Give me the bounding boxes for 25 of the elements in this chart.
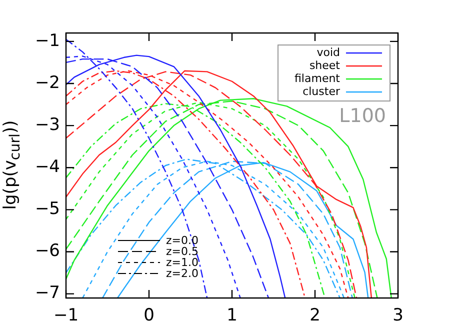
style-key: z=1.0 [118, 255, 198, 269]
style-key: z=0.5 [118, 244, 198, 258]
legend-label: filament [294, 72, 341, 85]
style-key: z=0.0 [118, 233, 198, 247]
annotation: z=0.5 [166, 244, 198, 258]
y-tick-label: −1 [34, 30, 60, 51]
x-tick-label: 0 [144, 306, 154, 326]
style-key: z=2.0 [118, 266, 198, 280]
annotation: z=2.0 [166, 266, 198, 280]
x-tick-label: 1 [226, 306, 238, 326]
y-tick-label: −2 [34, 72, 60, 93]
x-tick-label: −1 [53, 306, 79, 326]
legend-label: cluster [302, 84, 340, 98]
x-tick-label: 3 [392, 306, 404, 326]
y-tick-label: −5 [34, 199, 60, 220]
annotation: L100 [339, 104, 386, 127]
y-tick-label: −7 [34, 283, 60, 304]
y-tick-label: −6 [34, 241, 60, 262]
annotation: z=0.0 [166, 234, 198, 246]
y-tick-label: −4 [34, 157, 60, 178]
x-tick-label: 2 [310, 306, 320, 326]
y-tick-label: −3 [34, 114, 60, 135]
legend-label: sheet [309, 58, 341, 72]
annotation: z=1.0 [166, 256, 198, 268]
legend-label: void [316, 46, 340, 59]
